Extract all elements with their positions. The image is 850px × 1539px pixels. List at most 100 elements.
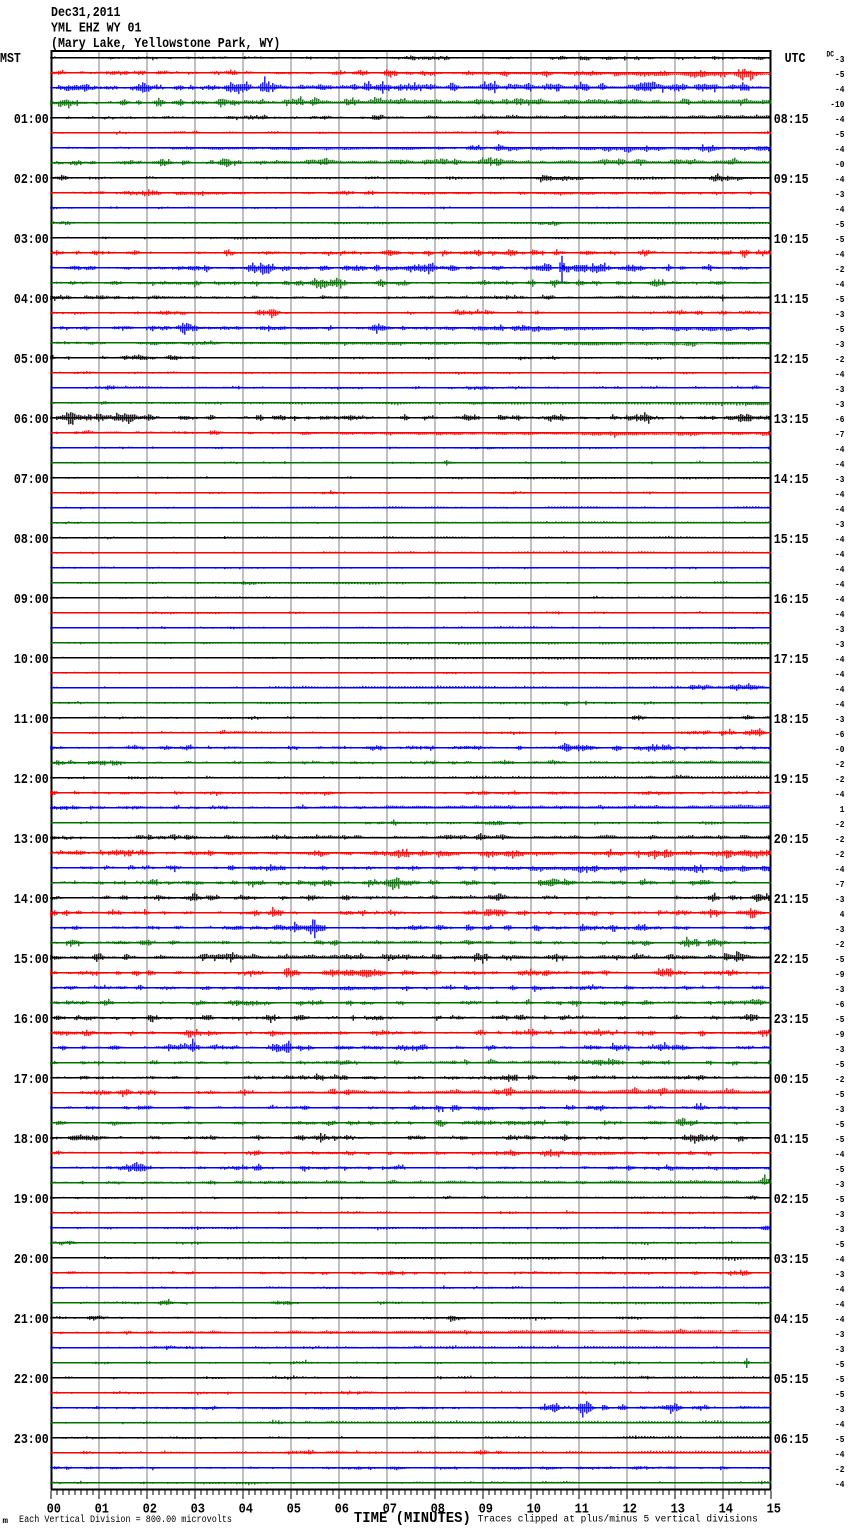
svg-text:Traces clipped at plus/minus 5: Traces clipped at plus/minus 5 vertical … [478,1514,758,1526]
svg-text:06:00: 06:00 [14,412,49,428]
svg-text:14:00: 14:00 [14,892,49,908]
svg-text:06: 06 [335,1502,349,1518]
svg-text:-5: -5 [835,1195,844,1205]
svg-text:19:00: 19:00 [14,1192,49,1208]
svg-text:-4: -4 [835,685,845,695]
svg-text:-3: -3 [835,1345,844,1355]
svg-text:-4: -4 [835,1315,845,1325]
svg-text:11:15: 11:15 [774,292,809,308]
svg-text:DC: DC [827,51,835,60]
svg-text:-3: -3 [835,385,844,395]
svg-text:-3: -3 [835,715,844,725]
svg-text:-5: -5 [835,1375,844,1385]
svg-text:Dec31,2011: Dec31,2011 [51,5,121,21]
svg-text:-4: -4 [835,1285,845,1295]
svg-text:-4: -4 [835,1480,845,1490]
svg-text:-4: -4 [835,655,845,665]
svg-text:-2: -2 [835,850,844,860]
svg-text:-2: -2 [835,775,844,785]
svg-text:-3: -3 [835,55,844,65]
svg-text:-3: -3 [835,400,844,410]
svg-text:-4: -4 [835,550,845,560]
svg-text:15:15: 15:15 [774,532,809,548]
svg-text:09:00: 09:00 [14,592,49,608]
svg-text:-4: -4 [835,610,845,620]
svg-text:10:15: 10:15 [774,232,809,248]
svg-text:-5: -5 [835,70,844,80]
svg-text:08: 08 [431,1502,445,1518]
svg-text:01: 01 [95,1502,109,1518]
svg-text:11:00: 11:00 [14,712,49,728]
svg-text:03:00: 03:00 [14,232,49,248]
svg-text:-4: -4 [835,505,845,515]
svg-text:18:15: 18:15 [774,712,809,728]
svg-text:14:15: 14:15 [774,472,809,488]
svg-text:-5: -5 [835,235,844,245]
svg-text:05:15: 05:15 [774,1372,809,1388]
svg-text:-5: -5 [835,1360,844,1370]
svg-text:08:00: 08:00 [14,532,49,548]
svg-text:-4: -4 [835,1255,845,1265]
svg-text:-2: -2 [835,820,844,830]
svg-text:-4: -4 [835,460,845,470]
svg-text:-4: -4 [835,85,845,95]
svg-text:17:15: 17:15 [774,652,809,668]
svg-text:09:15: 09:15 [774,172,809,188]
svg-text:-3: -3 [835,340,844,350]
svg-text:-5: -5 [835,955,844,965]
svg-text:-3: -3 [835,1405,844,1415]
svg-text:-9: -9 [835,970,844,980]
svg-text:-3: -3 [835,985,844,995]
svg-text:-6: -6 [835,1000,844,1010]
svg-text:08:15: 08:15 [774,112,809,128]
svg-text:-3: -3 [835,1105,844,1115]
svg-text:07: 07 [383,1502,397,1518]
svg-text:10: 10 [527,1502,541,1518]
svg-text:02: 02 [143,1502,157,1518]
svg-text:-2: -2 [835,835,844,845]
svg-text:-4: -4 [835,490,845,500]
svg-text:-5: -5 [835,1240,844,1250]
svg-text:13:00: 13:00 [14,832,49,848]
svg-text:-4: -4 [835,580,845,590]
svg-text:04:15: 04:15 [774,1312,809,1328]
svg-text:14: 14 [719,1502,733,1518]
svg-text:04: 04 [239,1502,253,1518]
svg-text:-5: -5 [835,1015,844,1025]
svg-text:-3: -3 [835,925,844,935]
svg-text:-4: -4 [835,445,845,455]
svg-text:21:00: 21:00 [14,1312,49,1328]
svg-text:-2: -2 [835,355,844,365]
svg-text:-0: -0 [835,160,844,170]
svg-text:23:15: 23:15 [774,1012,809,1028]
svg-text:02:00: 02:00 [14,172,49,188]
svg-text:20:00: 20:00 [14,1252,49,1268]
svg-text:-3: -3 [835,520,844,530]
svg-text:-2: -2 [835,1075,844,1085]
svg-text:-4: -4 [835,595,845,605]
svg-text:-5: -5 [835,1435,844,1445]
svg-text:12:15: 12:15 [774,352,809,368]
svg-text:12: 12 [623,1502,637,1518]
svg-text:11: 11 [575,1502,589,1518]
svg-text:02:15: 02:15 [774,1192,809,1208]
svg-text:-4: -4 [835,175,845,185]
svg-text:-4: -4 [835,1150,845,1160]
svg-text:(Mary Lake, Yellowstone Park,: (Mary Lake, Yellowstone Park, WY) [51,36,280,52]
svg-text:21:15: 21:15 [774,892,809,908]
svg-text:19:15: 19:15 [774,772,809,788]
svg-text:-6: -6 [835,415,844,425]
svg-text:-4: -4 [835,1450,845,1460]
svg-text:4: 4 [840,910,845,920]
svg-text:03:15: 03:15 [774,1252,809,1268]
svg-text:MST: MST [0,51,21,67]
svg-text:13:15: 13:15 [774,412,809,428]
svg-text:-4: -4 [835,700,845,710]
svg-text:-4: -4 [835,790,845,800]
svg-text:-4: -4 [835,1420,845,1430]
svg-text:-5: -5 [835,1165,844,1175]
svg-text:05: 05 [287,1502,301,1518]
svg-text:13: 13 [671,1502,685,1518]
svg-text:09: 09 [479,1502,493,1518]
svg-text:16:15: 16:15 [774,592,809,608]
